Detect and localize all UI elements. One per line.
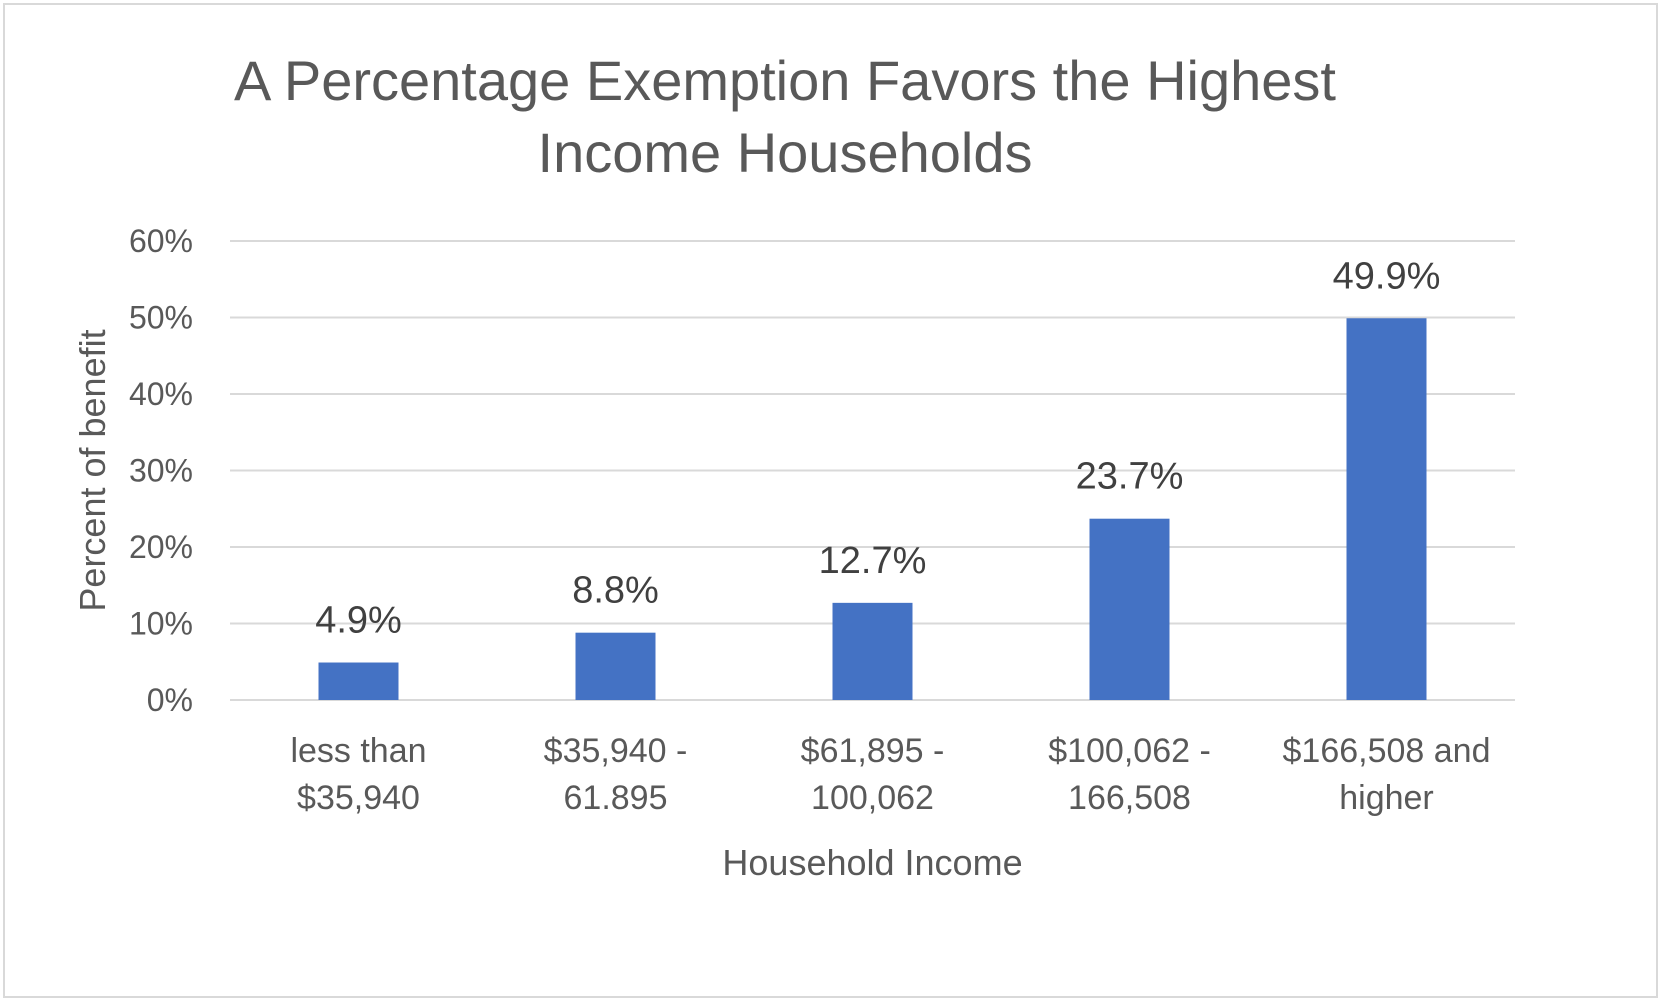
bar	[832, 602, 913, 700]
data-label: 23.7%	[1076, 456, 1184, 498]
gridlines	[230, 240, 1515, 701]
bar	[318, 662, 399, 700]
y-tick-label: 20%	[129, 529, 193, 565]
y-tick-label: 40%	[129, 376, 193, 412]
data-labels: 4.9% 8.8% 12.7% 23.7% 49.9%	[315, 255, 1440, 641]
y-axis-ticks: 0% 10% 20% 30% 40% 50% 60%	[129, 223, 193, 718]
bar-chart: A Percentage Exemption Favors the Highes…	[72, 49, 1515, 883]
x-category-label: $166,508 and	[1283, 732, 1491, 770]
chart-frame: A Percentage Exemption Favors the Highes…	[3, 3, 1658, 998]
x-category-label: $35,940	[297, 779, 420, 817]
y-tick-label: 60%	[129, 223, 193, 259]
bar	[575, 632, 656, 700]
chart-title-line: A Percentage Exemption Favors the Highes…	[234, 49, 1336, 112]
y-tick-label: 10%	[129, 606, 193, 642]
y-tick-label: 30%	[129, 453, 193, 489]
y-axis-title: Percent of benefit	[72, 329, 113, 611]
x-category-label: $35,940 -	[544, 732, 688, 770]
x-category-label: 100,062	[811, 779, 934, 817]
x-category-label: 166,508	[1068, 779, 1191, 817]
x-axis-title: Household Income	[722, 842, 1022, 883]
bar	[1346, 318, 1427, 700]
data-label: 49.9%	[1333, 255, 1441, 297]
bars	[318, 318, 1427, 700]
chart-title: A Percentage Exemption Favors the Highes…	[234, 49, 1336, 184]
y-tick-label: 50%	[129, 300, 193, 336]
bar	[1089, 518, 1170, 700]
x-category-label: higher	[1339, 779, 1434, 817]
x-category-label: $100,062 -	[1048, 732, 1211, 770]
data-label: 8.8%	[572, 570, 659, 612]
data-label: 12.7%	[819, 540, 927, 582]
x-category-label: 61.895	[564, 779, 668, 817]
data-label: 4.9%	[315, 600, 402, 642]
x-axis-categories: less than $35,940 $35,940 - 61.895 $61,895 -…	[290, 732, 1490, 817]
y-tick-label: 0%	[147, 682, 193, 718]
x-category-label: $61,895 -	[801, 732, 945, 770]
chart-title-line: Income Households	[538, 121, 1033, 184]
x-category-label: less than	[290, 732, 426, 770]
